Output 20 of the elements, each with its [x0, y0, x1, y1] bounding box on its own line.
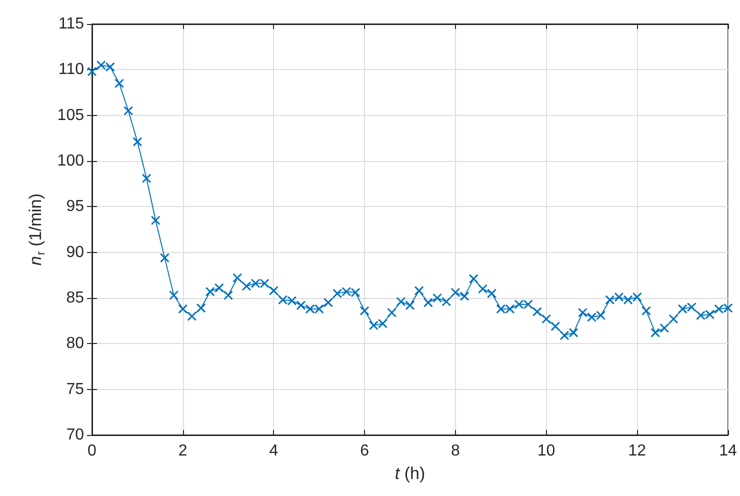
- y-tick-label: 95: [66, 198, 84, 216]
- x-tick-label: 0: [88, 442, 97, 460]
- y-tick-label: 80: [66, 335, 84, 352]
- y-axis-title: nr (1/min): [26, 193, 48, 266]
- x-tick-label: 2: [178, 442, 188, 460]
- y-tick-label: 110: [58, 61, 84, 78]
- x-tick-label: 6: [360, 442, 370, 460]
- x-tick-label: 12: [628, 442, 646, 460]
- x-axis-title: t (h): [394, 464, 426, 483]
- y-tick-label: 70: [66, 426, 84, 444]
- y-tick-label: 75: [66, 380, 84, 398]
- x-tick-label: 4: [269, 442, 278, 460]
- y-tick-label: 105: [57, 106, 84, 124]
- x-tick-label: 10: [537, 442, 556, 460]
- x-tick-label: 14: [719, 442, 737, 460]
- y-tick-label: 115: [58, 16, 84, 32]
- y-tick-label: 90: [66, 244, 84, 261]
- y-tick-label: 85: [66, 290, 84, 306]
- x-tick-label: 8: [450, 442, 460, 460]
- y-tick-label: 100: [57, 152, 84, 170]
